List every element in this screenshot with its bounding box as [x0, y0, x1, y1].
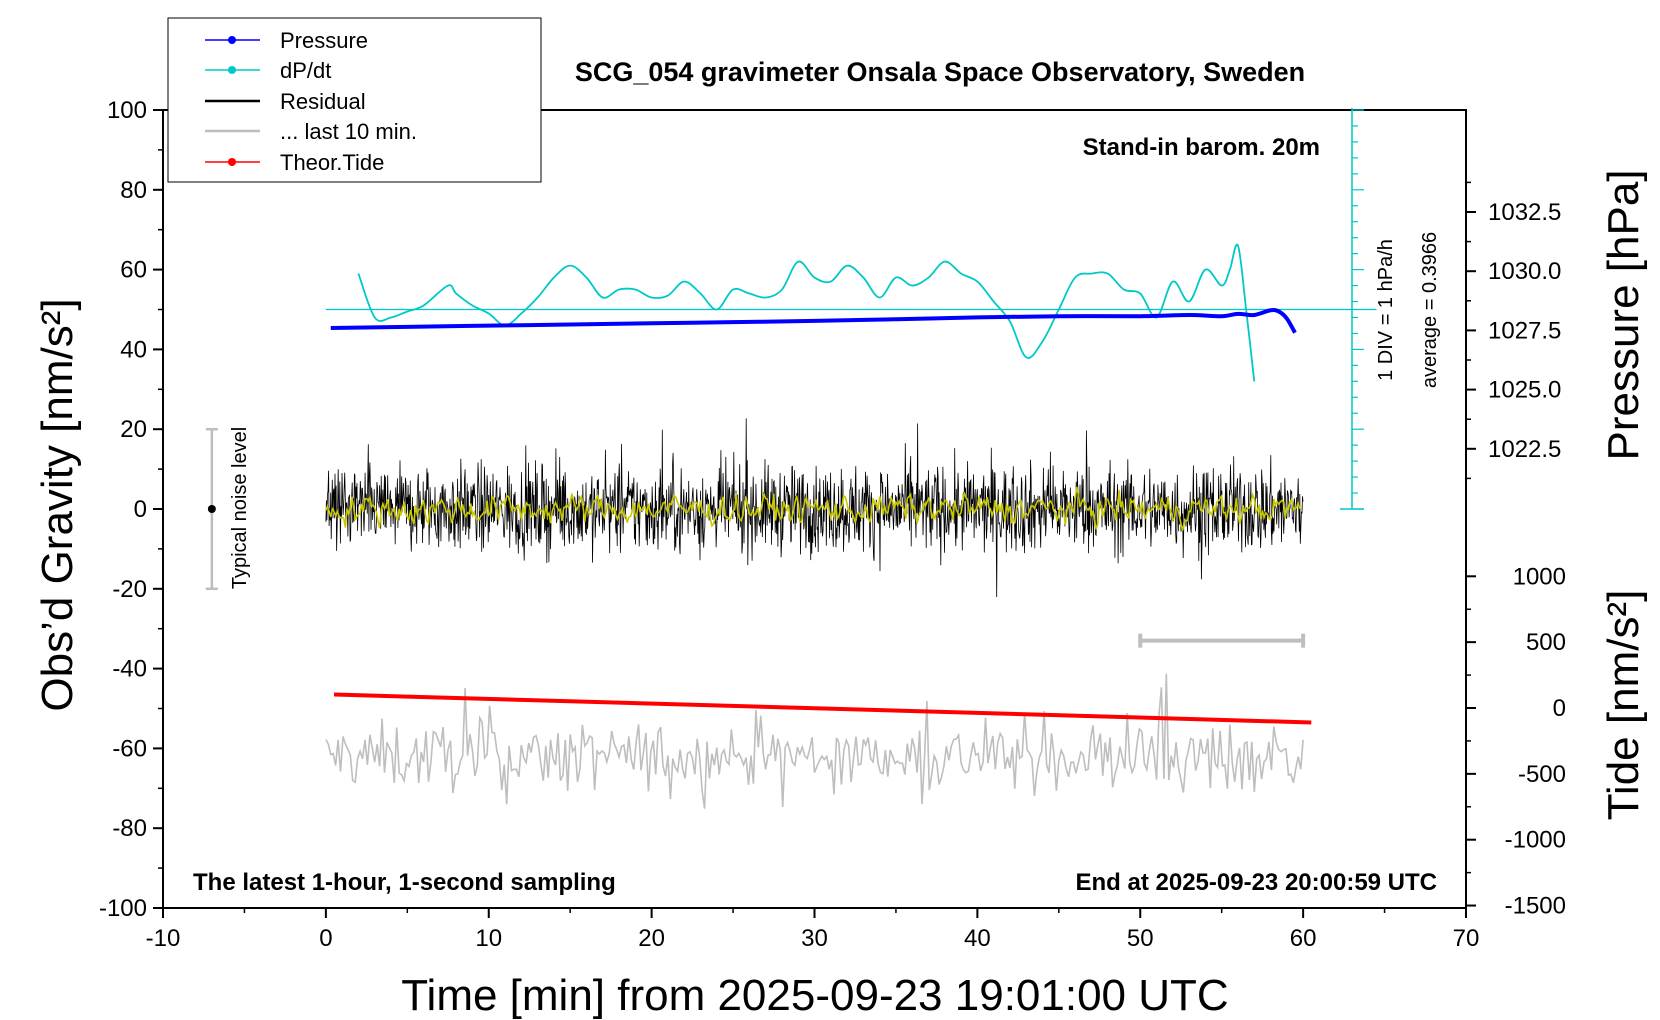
div-scale-label: 1 DIV = 1 hPa/h: [1375, 239, 1397, 381]
pressure-tick-label: 1027.5: [1488, 317, 1561, 344]
legend-label-tide: Theor.Tide: [280, 150, 384, 175]
y-tick-label: 60: [120, 257, 147, 284]
y-tick-label: -100: [99, 895, 147, 922]
end-note: End at 2025-09-23 20:00:59 UTC: [1076, 869, 1438, 896]
pressure-tick-label: 1025.0: [1488, 377, 1561, 404]
x-tick-label: 70: [1453, 925, 1480, 952]
legend-label-dpdt: dP/dt: [280, 58, 331, 83]
residual-line: [325, 418, 1304, 598]
x-tick-label: -10: [146, 925, 181, 952]
y-tick-label: -80: [112, 815, 147, 842]
x-tick-label: 0: [319, 925, 332, 952]
legend-marker-dpdt: [228, 66, 236, 74]
y-tick-label: 0: [134, 496, 147, 523]
legend-box: [167, 17, 542, 183]
tide-tick-label: -1000: [1505, 827, 1566, 854]
x-tick-label: 50: [1127, 925, 1154, 952]
average-label: average = 0.3966: [1419, 232, 1441, 388]
tide-tick-label: 1000: [1513, 563, 1566, 590]
x-tick-label: 60: [1290, 925, 1317, 952]
y-tick-label: 100: [107, 97, 147, 124]
tide-line: [333, 692, 1312, 725]
latest-note: The latest 1-hour, 1-second sampling: [193, 869, 616, 896]
series-layer: [205, 108, 1377, 809]
tide-tick-label: -1500: [1505, 893, 1566, 920]
pressure-tick-label: 1032.5: [1488, 199, 1561, 226]
y-tick-label: -40: [112, 656, 147, 683]
tide-tick-label: 500: [1526, 629, 1566, 656]
legend: Pressure dP/dt Residual ... last 10 min.…: [167, 17, 542, 183]
pressure-tick-label: 1022.5: [1488, 436, 1561, 463]
pressure-line: [330, 308, 1297, 334]
y-tick-label: 40: [120, 336, 147, 363]
barometer-note: Stand-in barom. 20m: [1083, 134, 1320, 161]
chart-title: SCG_054 gravimeter Onsala Space Observat…: [575, 57, 1305, 87]
x-tick-label: 20: [638, 925, 665, 952]
legend-label-pressure: Pressure: [280, 28, 368, 53]
legend-marker-tide: [228, 158, 236, 166]
tide-tick-label: 0: [1553, 695, 1566, 722]
x-tick-label: 40: [964, 925, 991, 952]
x-axis-title: Time [min] from 2025-09-23 19:01:00 UTC: [401, 971, 1228, 1020]
y-tick-label: 80: [120, 177, 147, 204]
x-tick-label: 10: [475, 925, 502, 952]
noise-label: Typical noise level: [229, 427, 251, 589]
pressure-axis-title: Pressure [hPa]: [1599, 169, 1648, 460]
dpdt-line: [357, 243, 1256, 382]
tide-axis-title: Tide [nm/s²]: [1599, 590, 1648, 821]
last10-line: [325, 673, 1304, 809]
tide-tick-label: -500: [1518, 761, 1566, 788]
legend-marker-pressure: [228, 36, 236, 44]
residual-smooth-line: [325, 486, 1302, 531]
noise-bar-center: [207, 505, 216, 513]
pressure-tick-label: 1030.0: [1488, 258, 1561, 285]
y-tick-label: 20: [120, 416, 147, 443]
legend-label-residual: Residual: [280, 89, 366, 114]
y-tick-label: -60: [112, 735, 147, 762]
y-tick-label: -20: [112, 576, 147, 603]
legend-label-last10: ... last 10 min.: [280, 119, 417, 144]
y-axis-title: Obs’d Gravity [nm/s²]: [33, 298, 82, 711]
x-tick-label: 30: [801, 925, 828, 952]
